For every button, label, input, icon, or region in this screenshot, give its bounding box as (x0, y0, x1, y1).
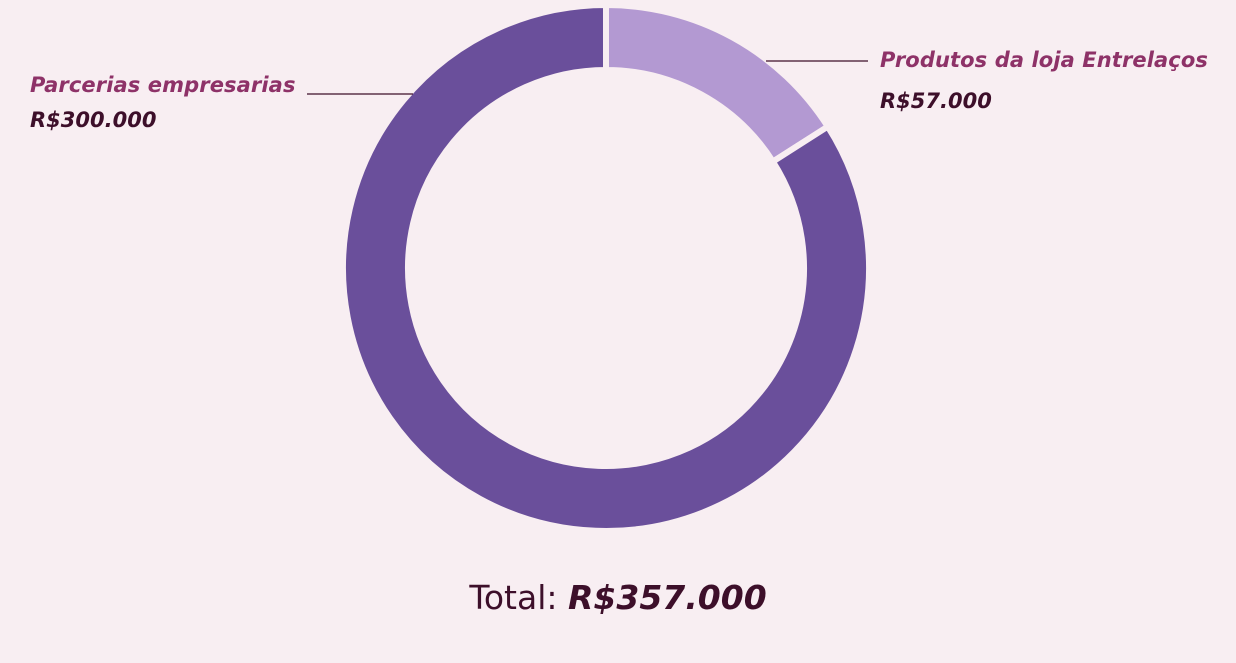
slice-label-parcerias: Parcerias empresarias (30, 73, 296, 97)
donut-slices (340, 1, 872, 534)
donut-slice-0 (603, 1, 832, 166)
slice-value-parcerias: R$300.000 (30, 108, 157, 132)
total-summary: Total: R$357.000 (0, 578, 1236, 617)
slice-label-produtos: Produtos da loja Entrelaços (880, 48, 1208, 72)
slice-value-produtos: R$57.000 (880, 89, 992, 113)
total-value: R$357.000 (568, 578, 767, 617)
donut-slice-1 (340, 1, 872, 534)
total-label: Total: (469, 578, 568, 617)
